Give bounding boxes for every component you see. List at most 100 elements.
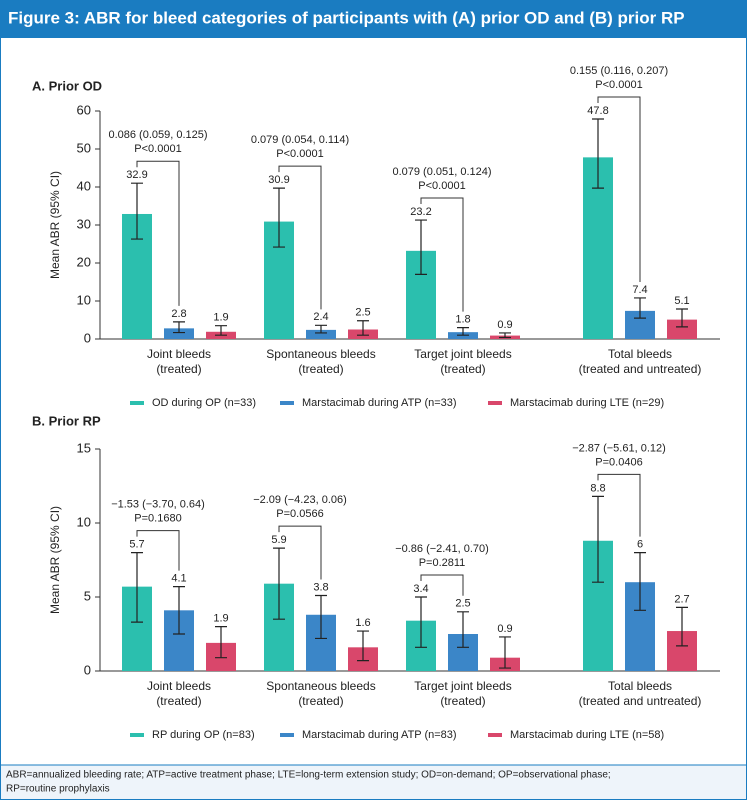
- error-bar: [634, 552, 646, 611]
- bar: [667, 319, 697, 339]
- value-label: 1.8: [455, 314, 470, 326]
- comparison-bracket: [136, 160, 180, 306]
- value-label: 2.5: [455, 598, 470, 610]
- error-bar: [415, 596, 427, 648]
- panel-title: A. Prior OD: [32, 78, 102, 93]
- error-bar: [592, 118, 604, 189]
- comparison-p-value: P<0.0001: [418, 180, 465, 192]
- legend-label: RP during OP (n=83): [152, 729, 255, 741]
- y-axis-label: Mean ABR (95% CI): [48, 506, 62, 614]
- x-tick-label: (treated and untreated): [579, 694, 702, 708]
- comparison-bracket: [278, 165, 322, 310]
- error-bar: [592, 495, 604, 583]
- x-tick-label: (treated): [440, 362, 485, 376]
- legend-label: OD during OP (n=33): [152, 397, 256, 409]
- x-tick-label: Spontaneous bleeds: [266, 347, 375, 361]
- comparison-p-value: P<0.0001: [595, 79, 642, 91]
- comparison-estimate: −2.09 (−4.23, 0.06): [253, 494, 347, 506]
- y-tick-label: 20: [77, 254, 91, 269]
- x-tick-label: (treated and untreated): [579, 362, 702, 376]
- error-bar: [499, 332, 511, 339]
- y-tick-label: 0: [84, 330, 91, 345]
- value-label: 0.9: [497, 623, 512, 635]
- y-axis-label: Mean ABR (95% CI): [48, 171, 62, 279]
- comparison-estimate: 0.155 (0.116, 0.207): [570, 65, 668, 77]
- header-band: [0, 0, 747, 38]
- x-tick-label: Joint bleeds: [147, 347, 211, 361]
- bar: [306, 329, 336, 339]
- value-label: 5.1: [674, 295, 689, 307]
- y-tick-label: 5: [84, 588, 91, 603]
- x-tick-label: Target joint bleeds: [414, 347, 511, 361]
- y-tick-label: 15: [77, 440, 91, 455]
- figure-title: Figure 3: ABR for bleed categories of pa…: [8, 8, 685, 27]
- error-bar: [173, 586, 185, 635]
- y-tick-label: 30: [77, 216, 91, 231]
- error-bar: [215, 325, 227, 336]
- legend-label: Marstacimab during LTE (n=58): [510, 729, 664, 741]
- x-tick-label: (treated): [440, 694, 485, 708]
- comparison-p-value: P=0.2811: [419, 557, 466, 569]
- value-label: 2.8: [171, 308, 186, 320]
- error-bar: [676, 606, 688, 647]
- value-label: 3.8: [313, 581, 328, 593]
- error-bar: [315, 594, 327, 640]
- bar: [164, 328, 194, 339]
- comparison-p-value: P=0.1680: [134, 513, 181, 525]
- comparison-bracket: [136, 530, 180, 571]
- comparison-bracket: [420, 574, 464, 596]
- panel-title: B. Prior RP: [32, 413, 101, 428]
- comparison-p-value: P=0.0566: [276, 508, 323, 520]
- comparison-estimate: −0.86 (−2.41, 0.70): [395, 543, 489, 555]
- value-label: 5.9: [271, 534, 286, 546]
- footnote-band: [1, 765, 746, 799]
- value-label: 1.6: [355, 617, 370, 629]
- comparison-estimate: 0.086 (0.059, 0.125): [108, 129, 207, 141]
- x-tick-label: (treated): [298, 694, 343, 708]
- comparison-p-value: P<0.0001: [276, 148, 323, 160]
- legend-label: Marstacimab during ATP (n=83): [302, 729, 457, 741]
- comparison-bracket: [597, 96, 641, 282]
- value-label: 2.5: [355, 307, 370, 319]
- error-bar: [457, 327, 469, 336]
- error-bar: [315, 324, 327, 334]
- error-bar: [499, 636, 511, 669]
- error-bar: [131, 552, 143, 623]
- error-bar: [273, 547, 285, 620]
- comparison-bracket: [278, 525, 322, 580]
- value-label: 1.9: [213, 613, 228, 625]
- value-label: 7.4: [632, 284, 647, 296]
- comparison-estimate: 0.079 (0.054, 0.114): [251, 134, 349, 146]
- comparison-bracket: [420, 197, 464, 312]
- y-tick-label: 50: [77, 140, 91, 155]
- value-label: 2.7: [674, 593, 689, 605]
- x-tick-label: Target joint bleeds: [414, 679, 511, 693]
- comparison-p-value: P=0.0406: [595, 456, 642, 468]
- y-tick-label: 40: [77, 178, 91, 193]
- comparison-estimate: 0.079 (0.051, 0.124): [392, 166, 491, 178]
- legend-label: Marstacimab during ATP (n=33): [302, 397, 457, 409]
- value-label: 2.4: [313, 311, 328, 323]
- x-tick-label: (treated): [156, 694, 201, 708]
- value-label: 32.9: [126, 169, 147, 181]
- value-label: 30.9: [268, 174, 289, 186]
- x-tick-label: (treated): [298, 362, 343, 376]
- value-label: 4.1: [171, 573, 186, 585]
- footnote: ABR=annualized bleeding rate; ATP=active…: [6, 770, 611, 781]
- value-label: 8.8: [590, 482, 605, 494]
- value-label: 47.8: [587, 105, 608, 117]
- y-tick-label: 0: [84, 662, 91, 677]
- error-bar: [457, 611, 469, 648]
- comparison-bracket: [597, 473, 641, 537]
- value-label: 6: [637, 539, 643, 551]
- x-tick-label: Total bleeds: [608, 679, 672, 693]
- legend-label: Marstacimab during LTE (n=29): [510, 397, 664, 409]
- comparison-estimate: −1.53 (−3.70, 0.64): [111, 499, 205, 511]
- error-bar: [676, 308, 688, 328]
- x-tick-label: (treated): [156, 362, 201, 376]
- error-bar: [131, 182, 143, 240]
- y-tick-label: 10: [77, 514, 91, 529]
- x-tick-label: Joint bleeds: [147, 679, 211, 693]
- comparison-estimate: −2.87 (−5.61, 0.12): [572, 442, 666, 454]
